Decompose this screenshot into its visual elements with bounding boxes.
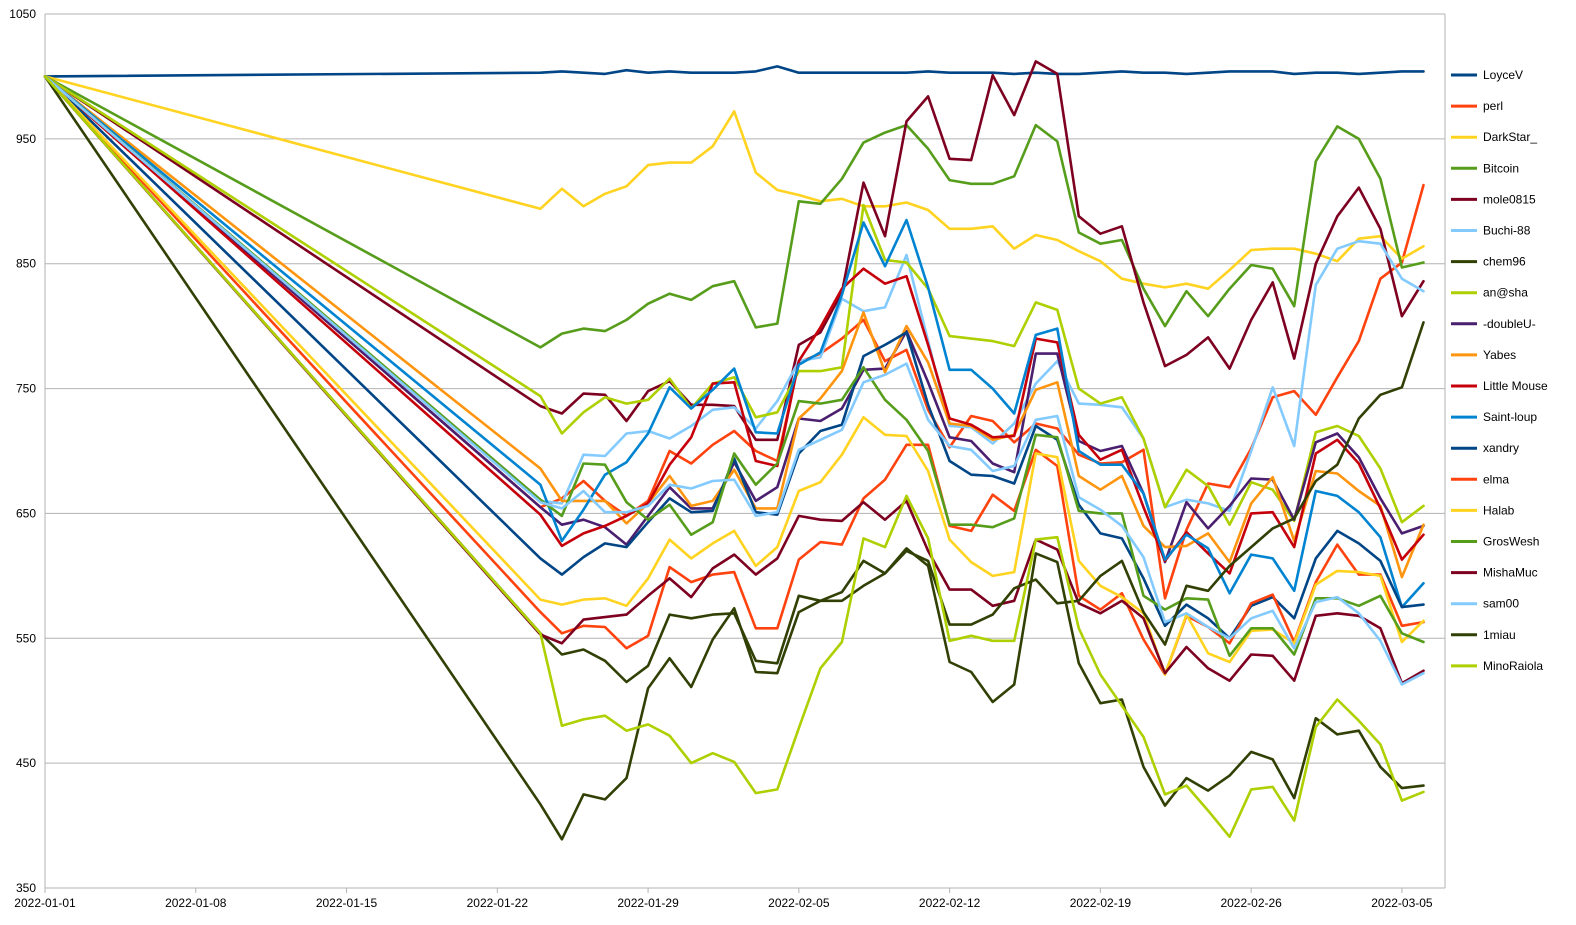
x-tick-label: 2022-02-19 [1070, 896, 1132, 910]
y-tick-label: 550 [16, 631, 36, 645]
series-line-little-mouse [43, 75, 1425, 575]
series-line-minoraiola [43, 75, 1425, 839]
x-tick-label: 2022-01-22 [467, 896, 529, 910]
series-line-saint-loup [43, 75, 1425, 609]
series-line-bitcoin [43, 75, 1425, 349]
x-tick-label: 2022-02-12 [919, 896, 981, 910]
x-tick-label: 2022-02-05 [768, 896, 830, 910]
series-line-an-sha [43, 75, 1425, 527]
series-line-doubleu [43, 75, 1425, 564]
legend-label: mole0815 [1483, 192, 1536, 206]
y-tick-label: 950 [16, 132, 36, 146]
legend-label: 1miau [1483, 628, 1516, 642]
x-tick-label: 2022-02-26 [1220, 896, 1282, 910]
series-line-loycev [43, 65, 1425, 78]
x-tick-label: 2022-01-29 [617, 896, 679, 910]
legend-label: LoyceV [1483, 68, 1523, 82]
y-tick-label: 350 [16, 881, 36, 895]
series-line-sam00 [43, 75, 1425, 686]
legend-label: MinoRaiola [1483, 659, 1543, 673]
legend-label: Halab [1483, 503, 1515, 517]
legend-label: Buchi-88 [1483, 224, 1531, 238]
legend-label: Saint-loup [1483, 410, 1537, 424]
legend: LoyceV perl DarkStar_ Bitcoin mole0815 Buchi-… [1451, 68, 1548, 673]
y-tick-label: 1050 [9, 7, 36, 21]
series-line-groswesh [43, 75, 1425, 658]
y-axis-tick-labels: 350 450 550 650 750 850 950 1050 [9, 7, 36, 895]
legend-label: elma [1483, 472, 1509, 486]
legend-label: Little Mouse [1483, 379, 1548, 393]
x-tick-label: 2022-01-15 [316, 896, 378, 910]
y-tick-label: 450 [16, 756, 36, 770]
legend-label: DarkStar_ [1483, 130, 1537, 144]
series-line-darkstar [43, 75, 1425, 291]
series-line-1miau [43, 75, 1425, 841]
x-tick-label: 2022-01-01 [14, 896, 76, 910]
series-line-halab [43, 75, 1425, 676]
x-tick-label: 2022-03-05 [1371, 896, 1433, 910]
y-tick-label: 850 [16, 257, 36, 271]
legend-label: Yabes [1483, 348, 1516, 362]
series-line-perl [43, 75, 1425, 600]
y-tick-label: 750 [16, 382, 36, 396]
x-axis-tick-labels: 2022-01-01 2022-01-08 2022-01-15 2022-01-22… [14, 888, 1433, 910]
series-line-chem96 [43, 75, 1425, 807]
y-tick-label: 650 [16, 506, 36, 520]
series-line-mishamuc [43, 75, 1425, 685]
series-lines [43, 60, 1425, 841]
legend-label: GrosWesh [1483, 535, 1539, 549]
series-line-mole0815 [43, 60, 1425, 442]
legend-label: xandry [1483, 441, 1519, 455]
legend-label: chem96 [1483, 255, 1526, 269]
legend-label: perl [1483, 99, 1503, 113]
legend-label: an@sha [1483, 286, 1528, 300]
legend-label: MishaMuc [1483, 566, 1538, 580]
legend-label: Bitcoin [1483, 161, 1519, 175]
x-tick-label: 2022-01-08 [165, 896, 227, 910]
series-line-elma [43, 75, 1425, 676]
legend-label: sam00 [1483, 597, 1519, 611]
plot-frame [44, 14, 1446, 889]
legend-label: -doubleU- [1483, 317, 1536, 331]
